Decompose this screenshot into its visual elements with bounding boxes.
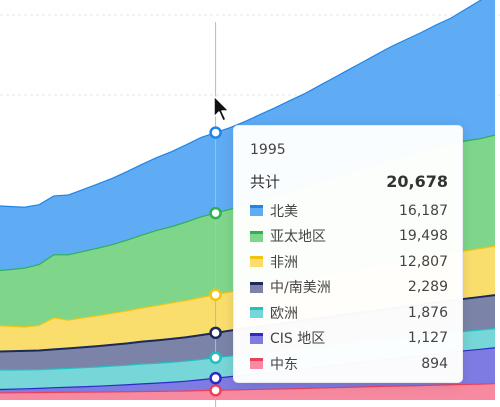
- tooltip-total-label: 共计: [250, 172, 281, 191]
- marker-middle_east[interactable]: [209, 384, 222, 397]
- tooltip-series-value: 16,187: [399, 202, 448, 219]
- tooltip-series-name: 中/南美洲: [270, 280, 331, 297]
- tooltip-row-south_central_america: 中/南美洲 2,289: [250, 275, 448, 301]
- hover-markers: [209, 126, 222, 397]
- tooltip-total-value: 20,678: [386, 171, 448, 191]
- line-middle_east: [0, 383, 496, 394]
- tooltip-series-name: 非洲: [270, 254, 298, 271]
- legend-swatch: [250, 281, 263, 293]
- legend-swatch: [250, 332, 263, 344]
- mouse-pointer-icon: [213, 95, 230, 122]
- legend-swatch: [250, 230, 263, 242]
- area-middle_east: [0, 383, 495, 400]
- tooltip-series-value: 1,127: [407, 330, 448, 347]
- tooltip-row-middle_east: 中东 894: [250, 351, 448, 377]
- tooltip-series-value: 2,289: [407, 279, 448, 296]
- line-north_america: [0, 0, 483, 208]
- legend-swatch: [250, 256, 263, 268]
- tooltip-series-value: 12,807: [399, 253, 448, 270]
- tooltip-series-value: 894: [421, 355, 448, 372]
- tooltip-series-name: 中东: [270, 356, 298, 373]
- tooltip-year: 1995: [250, 142, 286, 158]
- marker-south_central_america[interactable]: [209, 326, 222, 340]
- marker-cis[interactable]: [209, 371, 222, 385]
- legend-swatch: [250, 307, 263, 319]
- marker-north_america[interactable]: [209, 126, 222, 139]
- marker-asia_pacific[interactable]: [209, 206, 222, 220]
- tooltip-row-africa: 非洲 12,807: [250, 249, 448, 275]
- tooltip-series-name: 亚太地区: [270, 229, 326, 246]
- tooltip-series-value: 19,498: [399, 228, 448, 245]
- chart-tooltip: 1995 共计 20,678 北美 16,187 亚太地区 19,498 非洲 12,80…: [233, 125, 463, 383]
- tooltip-row-cis: CIS 地区 1,127: [250, 326, 448, 352]
- tooltip-series-name: 欧洲: [270, 305, 298, 322]
- tooltip-series-name: 北美: [270, 203, 298, 220]
- tooltip-series-name: CIS 地区: [270, 331, 326, 348]
- tooltip-row-asia_pacific: 亚太地区 19,498: [250, 224, 448, 250]
- tooltip-series-list: 北美 16,187 亚太地区 19,498 非洲 12,807 中/南美洲 2,289 欧洲 1,…: [250, 198, 448, 377]
- marker-europe[interactable]: [209, 351, 222, 365]
- legend-swatch: [250, 358, 263, 370]
- legend-swatch: [250, 205, 263, 217]
- tooltip-row-north_america: 北美 16,187: [250, 198, 448, 224]
- tooltip-row-europe: 欧洲 1,876: [250, 300, 448, 326]
- tooltip-series-value: 1,876: [407, 304, 448, 321]
- marker-africa[interactable]: [209, 288, 222, 301]
- tooltip-total-row: 共计 20,678: [250, 170, 448, 192]
